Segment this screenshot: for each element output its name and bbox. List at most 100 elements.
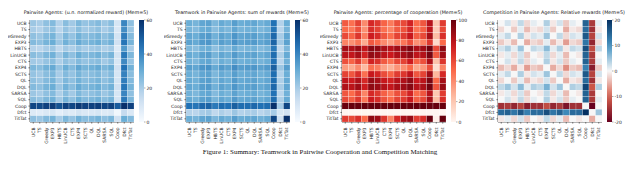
svg-text:LinUCB: LinUCB bbox=[375, 128, 380, 144]
svg-text:UCB: UCB bbox=[343, 128, 348, 138]
svg-text:TS: TS bbox=[20, 27, 27, 32]
svg-text:HBTS: HBTS bbox=[170, 46, 182, 51]
svg-text:SARSA: SARSA bbox=[570, 127, 575, 143]
svg-text:Coop: Coop bbox=[583, 127, 588, 139]
svg-text:100: 100 bbox=[459, 18, 468, 23]
svg-text:DQL: DQL bbox=[17, 85, 27, 90]
svg-text:LinUCB: LinUCB bbox=[63, 128, 68, 144]
svg-text:Coop: Coop bbox=[271, 127, 276, 139]
svg-text:SCTS: SCTS bbox=[239, 127, 244, 139]
svg-text:LinUCB: LinUCB bbox=[10, 53, 26, 58]
svg-text:HBTS: HBTS bbox=[57, 127, 62, 139]
svg-text:HBTS: HBTS bbox=[369, 127, 374, 139]
svg-text:Dfct: Dfct bbox=[278, 127, 283, 137]
svg-text:Dfct: Dfct bbox=[329, 110, 339, 115]
svg-text:TS: TS bbox=[505, 127, 510, 134]
svg-text:SQL: SQL bbox=[265, 127, 270, 136]
svg-text:Dfct: Dfct bbox=[590, 127, 595, 137]
svg-text:10: 10 bbox=[615, 43, 621, 48]
svg-text:SQL: SQL bbox=[486, 97, 495, 102]
svg-text:TitTat: TitTat bbox=[596, 127, 601, 140]
svg-text:Coop: Coop bbox=[171, 104, 183, 109]
svg-text:SARSA: SARSA bbox=[11, 91, 27, 96]
svg-text:SCTS: SCTS bbox=[171, 72, 183, 77]
svg-text:SQL: SQL bbox=[421, 127, 426, 136]
svg-text:DQL: DQL bbox=[564, 127, 569, 137]
svg-text:Dfct: Dfct bbox=[434, 127, 439, 137]
svg-text:QL: QL bbox=[176, 78, 183, 83]
svg-text:EXP3: EXP3 bbox=[518, 127, 523, 139]
svg-text:20: 20 bbox=[459, 99, 465, 104]
svg-text:DQL: DQL bbox=[173, 85, 183, 90]
svg-text:TitTat: TitTat bbox=[325, 116, 338, 121]
svg-text:Coop: Coop bbox=[115, 127, 120, 139]
svg-text:EXP4: EXP4 bbox=[76, 127, 81, 139]
svg-text:SQL: SQL bbox=[109, 127, 114, 136]
svg-text:UCB: UCB bbox=[31, 128, 36, 138]
svg-text:60: 60 bbox=[459, 58, 465, 63]
svg-text:SCTS: SCTS bbox=[327, 72, 339, 77]
svg-text:LinUCB: LinUCB bbox=[478, 53, 494, 58]
svg-text:Dfct: Dfct bbox=[122, 127, 127, 137]
svg-text:TS: TS bbox=[349, 127, 354, 134]
svg-text:UCB: UCB bbox=[499, 128, 504, 138]
svg-text:60: 60 bbox=[303, 18, 309, 23]
svg-text:Dfct: Dfct bbox=[485, 110, 495, 115]
svg-text:Coop: Coop bbox=[483, 104, 495, 109]
svg-text:DQL: DQL bbox=[329, 85, 339, 90]
svg-text:EXP4: EXP4 bbox=[327, 65, 339, 70]
svg-text:EXP4: EXP4 bbox=[171, 65, 183, 70]
svg-text:SARSA: SARSA bbox=[414, 127, 419, 143]
svg-text:SARSA: SARSA bbox=[258, 127, 263, 143]
svg-text:0: 0 bbox=[147, 120, 150, 125]
svg-text:SQL: SQL bbox=[174, 97, 183, 102]
svg-text:CTS: CTS bbox=[330, 59, 339, 64]
svg-text:EXP3: EXP3 bbox=[171, 40, 183, 45]
svg-text:HBTS: HBTS bbox=[213, 127, 218, 139]
svg-text:LinUCB: LinUCB bbox=[322, 53, 338, 58]
svg-text:SQL: SQL bbox=[330, 97, 339, 102]
svg-text:Coop: Coop bbox=[327, 104, 339, 109]
svg-text:UCB: UCB bbox=[485, 21, 495, 26]
svg-text:20: 20 bbox=[303, 86, 309, 91]
svg-text:eGreedy: eGreedy bbox=[476, 34, 495, 39]
svg-text:SCTS: SCTS bbox=[395, 127, 400, 139]
svg-text:TitTat: TitTat bbox=[440, 127, 445, 140]
svg-text:UCB: UCB bbox=[187, 128, 192, 138]
svg-text:DQL: DQL bbox=[252, 127, 257, 137]
svg-text:CTS: CTS bbox=[486, 59, 495, 64]
svg-text:UCB: UCB bbox=[17, 21, 27, 26]
svg-text:SCTS: SCTS bbox=[83, 127, 88, 139]
svg-text:UCB: UCB bbox=[173, 21, 183, 26]
svg-text:DQL: DQL bbox=[485, 85, 495, 90]
svg-text:DQL: DQL bbox=[96, 127, 101, 137]
svg-text:eGreedy: eGreedy bbox=[200, 127, 205, 144]
svg-text:QL: QL bbox=[401, 127, 406, 134]
svg-text:eGreedy: eGreedy bbox=[512, 127, 517, 144]
svg-text:SARSA: SARSA bbox=[323, 91, 339, 96]
svg-text:QL: QL bbox=[89, 127, 94, 134]
svg-text:CTS: CTS bbox=[226, 127, 231, 136]
svg-text:DQL: DQL bbox=[408, 127, 413, 137]
svg-text:QL: QL bbox=[332, 78, 339, 83]
svg-text:TitTat: TitTat bbox=[284, 127, 289, 140]
svg-text:eGreedy: eGreedy bbox=[320, 34, 339, 39]
svg-text:LinUCB: LinUCB bbox=[219, 128, 224, 144]
svg-text:CTS: CTS bbox=[538, 127, 543, 136]
svg-text:TS: TS bbox=[37, 127, 42, 134]
svg-text:SCTS: SCTS bbox=[15, 72, 27, 77]
svg-text:CTS: CTS bbox=[174, 59, 183, 64]
svg-text:LinUCB: LinUCB bbox=[531, 128, 536, 144]
svg-text:40: 40 bbox=[303, 52, 309, 57]
svg-text:TS: TS bbox=[176, 27, 183, 32]
svg-text:TitTat: TitTat bbox=[169, 116, 182, 121]
svg-text:eGreedy: eGreedy bbox=[164, 34, 183, 39]
svg-text:HBTS: HBTS bbox=[525, 127, 530, 139]
svg-text:SCTS: SCTS bbox=[551, 127, 556, 139]
svg-text:LinUCB: LinUCB bbox=[166, 53, 182, 58]
svg-text:EXP4: EXP4 bbox=[388, 127, 393, 139]
svg-text:-20: -20 bbox=[615, 120, 622, 125]
svg-text:QL: QL bbox=[20, 78, 27, 83]
svg-text:60: 60 bbox=[147, 18, 153, 23]
svg-text:EXP4: EXP4 bbox=[544, 127, 549, 139]
